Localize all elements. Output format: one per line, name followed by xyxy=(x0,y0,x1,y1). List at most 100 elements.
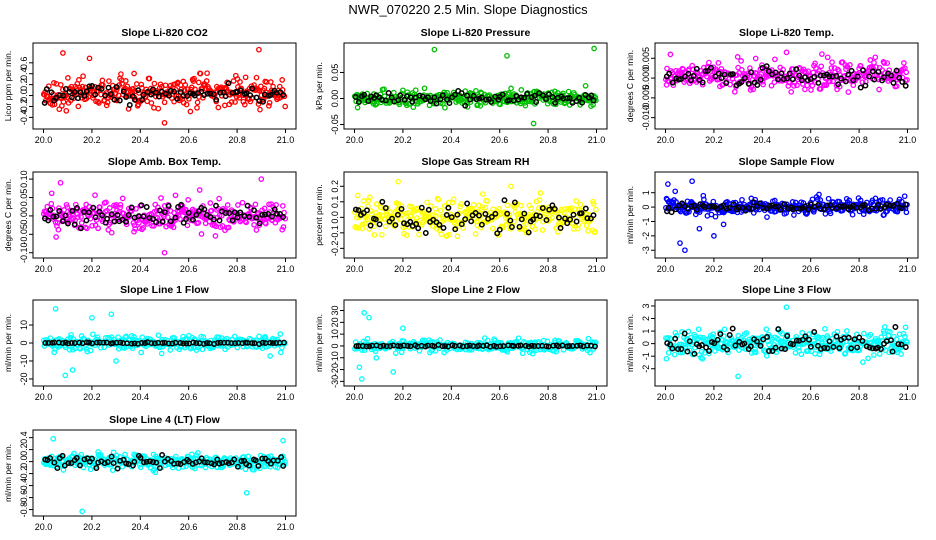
data-point xyxy=(155,105,162,112)
data-point xyxy=(821,206,828,213)
data-point xyxy=(427,98,434,104)
data-point xyxy=(261,205,268,212)
data-point xyxy=(450,196,457,203)
data-point xyxy=(562,215,568,222)
data-point xyxy=(204,340,210,347)
data-point xyxy=(551,205,558,212)
data-point xyxy=(530,216,536,223)
y-tick-label: 0.1 xyxy=(330,196,340,209)
data-point xyxy=(859,202,866,209)
data-point xyxy=(549,214,555,221)
data-point xyxy=(830,343,837,350)
data-point xyxy=(867,57,874,63)
data-point xyxy=(893,200,900,207)
data-point xyxy=(540,92,546,99)
data-point xyxy=(215,104,222,111)
data-point xyxy=(167,88,174,94)
data-point xyxy=(277,210,283,217)
data-point xyxy=(118,71,124,77)
data-point xyxy=(282,103,289,110)
data-point xyxy=(824,345,831,352)
data-point xyxy=(876,86,882,93)
data-point xyxy=(204,90,211,97)
data-point xyxy=(51,459,58,466)
data-point xyxy=(213,202,219,209)
data-point xyxy=(516,226,523,232)
x-tick-label: 20.4 xyxy=(132,135,150,145)
data-point xyxy=(573,98,580,105)
data-point xyxy=(237,79,243,85)
data-point xyxy=(899,78,906,85)
data-point xyxy=(890,79,897,86)
y-tick-label: -0.05 xyxy=(330,114,340,135)
data-point xyxy=(89,455,95,462)
data-point xyxy=(847,62,853,68)
data-point xyxy=(191,75,197,82)
data-point xyxy=(845,89,852,95)
y-tick-label: 0.4 xyxy=(19,431,29,444)
data-point xyxy=(404,232,410,238)
data-point xyxy=(902,344,909,351)
data-point xyxy=(721,326,728,333)
data-point xyxy=(156,207,163,214)
data-point xyxy=(221,102,228,109)
data-point xyxy=(194,104,200,111)
data-point xyxy=(234,214,241,221)
data-point xyxy=(424,199,431,206)
data-point xyxy=(763,326,770,333)
data-point xyxy=(439,92,446,99)
data-point xyxy=(902,324,909,331)
data-point xyxy=(758,71,764,77)
data-point xyxy=(280,91,287,98)
data-point xyxy=(665,204,672,211)
data-point xyxy=(212,233,219,239)
data-point xyxy=(116,97,123,104)
x-tick-label: 20.0 xyxy=(346,135,364,145)
data-point xyxy=(380,342,387,349)
data-point xyxy=(462,216,469,223)
data-point xyxy=(87,466,94,473)
data-point xyxy=(252,201,259,208)
data-point xyxy=(519,350,526,357)
data-point xyxy=(523,229,530,236)
data-point xyxy=(537,190,544,196)
data-point xyxy=(738,58,744,64)
data-point xyxy=(689,62,696,69)
data-point xyxy=(140,459,147,466)
data-point xyxy=(182,206,189,213)
data-point xyxy=(280,462,287,469)
data-point xyxy=(78,220,85,226)
data-point xyxy=(62,339,69,346)
data-point xyxy=(138,349,145,356)
plot-frame xyxy=(32,42,297,130)
data-point xyxy=(688,203,695,210)
data-point xyxy=(415,225,422,232)
data-point xyxy=(489,225,496,232)
data-point xyxy=(197,70,204,77)
data-point xyxy=(143,204,150,210)
data-point xyxy=(55,226,62,233)
data-point xyxy=(128,208,135,214)
data-point xyxy=(671,351,678,358)
data-point xyxy=(241,101,248,108)
data-point xyxy=(214,456,221,463)
data-point xyxy=(425,206,432,213)
data-point xyxy=(353,343,360,350)
data-point xyxy=(62,212,69,219)
outlier-point xyxy=(783,304,790,311)
data-point xyxy=(663,355,670,362)
data-point xyxy=(468,218,475,225)
data-point xyxy=(75,95,81,102)
y-tick-label: -0.2 xyxy=(19,466,29,482)
data-point xyxy=(106,205,113,211)
data-point xyxy=(222,84,229,91)
outlier-point xyxy=(243,489,250,496)
x-tick-label: 20.2 xyxy=(705,392,723,402)
data-point xyxy=(84,225,90,232)
data-point xyxy=(271,206,278,213)
data-point xyxy=(592,228,598,235)
data-point xyxy=(483,96,490,103)
data-point xyxy=(730,201,737,208)
data-point xyxy=(222,210,229,216)
x-tick-label: 20.2 xyxy=(83,392,101,402)
